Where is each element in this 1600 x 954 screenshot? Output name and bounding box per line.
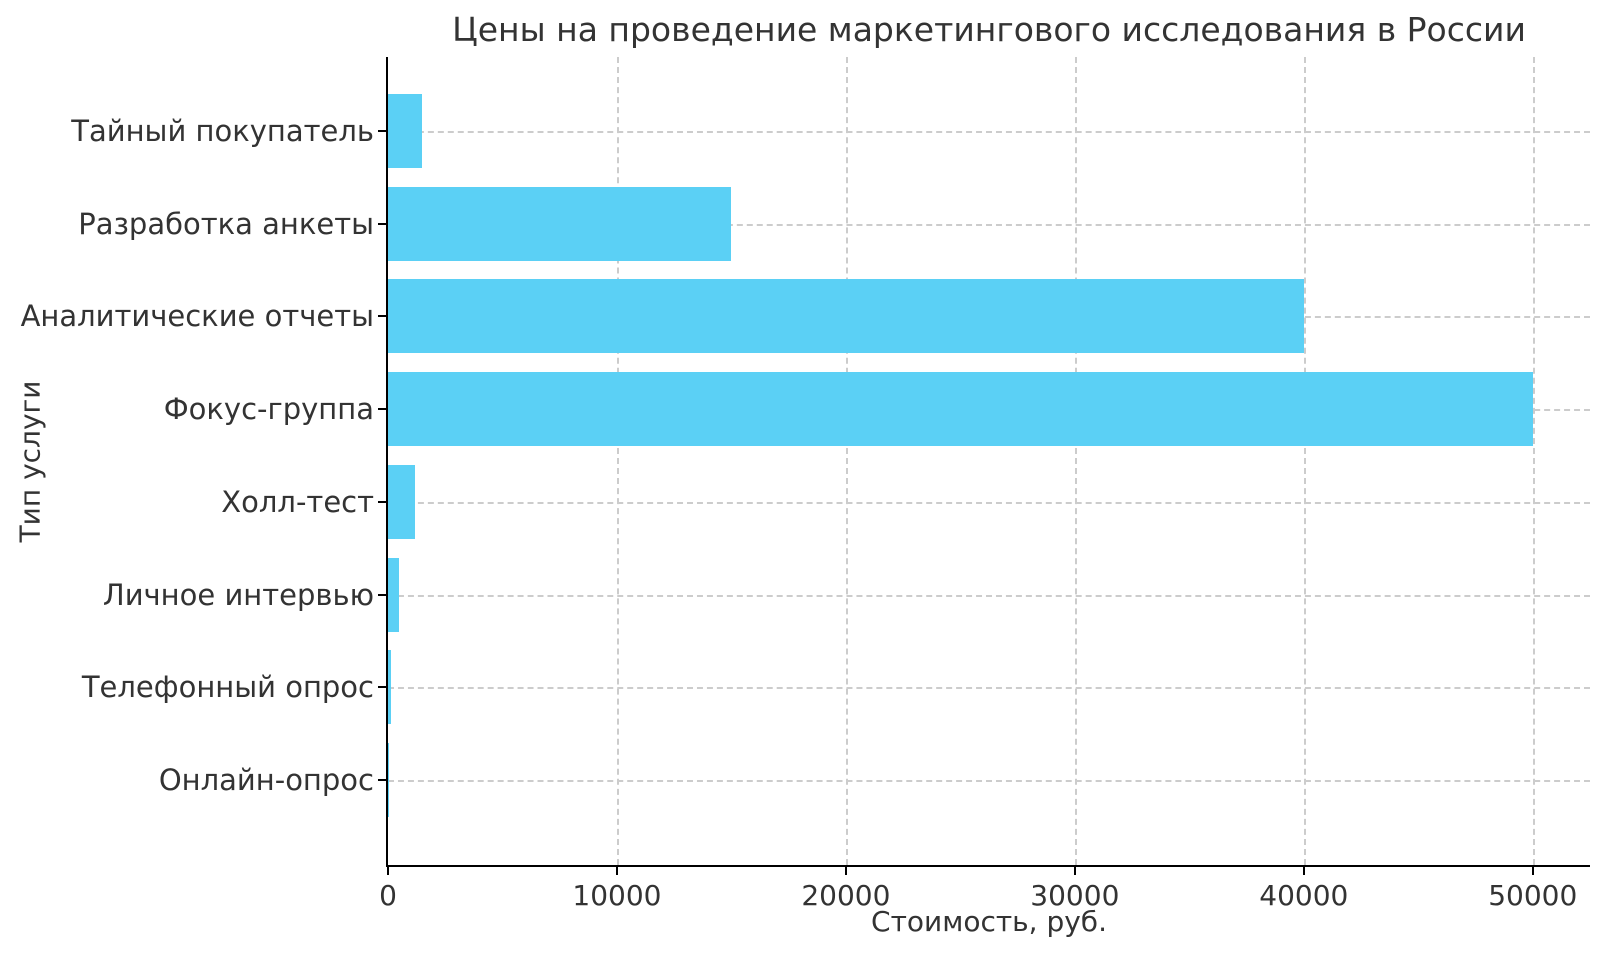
x-gridline bbox=[1532, 57, 1535, 865]
bar bbox=[388, 372, 1533, 447]
x-tick-label: 40000 bbox=[1259, 879, 1349, 912]
bar bbox=[388, 279, 1304, 354]
x-tick-mark bbox=[1073, 867, 1076, 875]
y-tick-mark bbox=[378, 686, 386, 689]
bar bbox=[388, 464, 416, 539]
x-tick-label: 10000 bbox=[572, 879, 662, 912]
y-category-label: Холл-тест bbox=[221, 484, 374, 519]
x-gridline bbox=[845, 57, 848, 865]
y-category-label: Телефонный опрос bbox=[81, 670, 374, 705]
y-tick-mark bbox=[378, 408, 386, 411]
bar bbox=[388, 742, 390, 817]
y-gridline bbox=[388, 223, 1590, 226]
y-tick-mark bbox=[378, 778, 386, 781]
y-axis-spine bbox=[386, 57, 388, 867]
y-gridline bbox=[388, 687, 1590, 690]
x-gridline bbox=[1303, 57, 1306, 865]
x-tick-label: 0 bbox=[379, 879, 397, 912]
bar bbox=[388, 557, 400, 632]
y-tick-mark bbox=[378, 593, 386, 596]
y-category-label: Фокус-группа bbox=[163, 392, 374, 427]
y-category-label: Личное интервью bbox=[102, 577, 374, 612]
y-tick-mark bbox=[378, 500, 386, 503]
y-gridline bbox=[388, 501, 1590, 504]
x-tick-mark bbox=[1531, 867, 1534, 875]
x-tick-label: 20000 bbox=[801, 879, 891, 912]
x-axis-spine bbox=[386, 865, 1590, 867]
x-gridline bbox=[616, 57, 619, 865]
bar bbox=[388, 650, 392, 725]
y-axis-label: Тип услуги bbox=[8, 57, 52, 865]
y-tick-mark bbox=[378, 315, 386, 318]
y-category-label: Онлайн-опрос bbox=[158, 762, 374, 797]
y-gridline bbox=[388, 594, 1590, 597]
y-category-label: Разработка анкеты bbox=[78, 206, 374, 241]
y-category-label: Тайный покупатель bbox=[71, 114, 374, 148]
x-tick-mark bbox=[615, 867, 618, 875]
x-tick-mark bbox=[1302, 867, 1305, 875]
plot-area: Стоимость, руб. 0 10000 20000 30000 40000 500… bbox=[21, 57, 1590, 938]
x-tick-label: 50000 bbox=[1488, 879, 1578, 912]
y-category-label: Аналитические отчеты bbox=[20, 299, 374, 334]
x-gridline bbox=[1074, 57, 1077, 865]
chart-title: Цены на проведение маркетингового исслед… bbox=[452, 10, 1526, 49]
x-tick-mark bbox=[387, 867, 389, 875]
y-tick-mark bbox=[378, 222, 386, 225]
x-axis-label: Стоимость, руб. bbox=[871, 905, 1107, 938]
bar bbox=[388, 186, 732, 261]
y-gridline bbox=[388, 779, 1590, 782]
bar bbox=[388, 94, 423, 168]
x-tick-mark bbox=[844, 867, 847, 875]
y-gridline bbox=[388, 131, 1590, 133]
x-tick-label: 30000 bbox=[1030, 879, 1120, 912]
y-tick-mark bbox=[378, 130, 386, 132]
